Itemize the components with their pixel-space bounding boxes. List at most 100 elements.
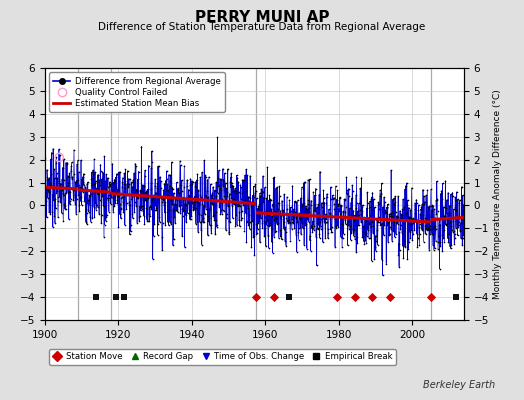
Point xyxy=(386,224,394,230)
Point xyxy=(227,195,236,201)
Point xyxy=(107,190,115,196)
Point xyxy=(146,186,155,192)
Point xyxy=(83,221,91,227)
Point xyxy=(402,217,410,223)
Point xyxy=(250,252,259,258)
Point xyxy=(445,209,454,216)
Point xyxy=(438,195,446,202)
Point xyxy=(311,200,320,207)
Point xyxy=(70,147,78,153)
Point xyxy=(190,194,199,200)
Point xyxy=(199,219,207,226)
Point xyxy=(136,188,144,194)
Point xyxy=(361,230,369,237)
Point xyxy=(84,209,93,215)
Point xyxy=(157,178,165,184)
Point xyxy=(64,173,72,179)
Point xyxy=(278,212,287,219)
Point xyxy=(111,193,119,199)
Point xyxy=(63,160,71,167)
Point xyxy=(322,216,330,222)
Point xyxy=(146,203,155,210)
Point xyxy=(201,172,210,178)
Point xyxy=(95,196,104,203)
Point xyxy=(250,201,259,208)
Point xyxy=(113,171,121,178)
Point xyxy=(455,197,464,204)
Point xyxy=(200,157,209,164)
Point xyxy=(264,233,272,239)
Point xyxy=(347,230,355,237)
Point xyxy=(41,183,49,190)
Point xyxy=(117,206,125,213)
Point xyxy=(259,199,268,206)
Point xyxy=(230,196,238,202)
Point xyxy=(429,242,437,248)
Point xyxy=(164,192,172,198)
Point xyxy=(133,195,141,202)
Point xyxy=(362,230,370,236)
Point xyxy=(177,188,185,194)
Point xyxy=(369,230,377,236)
Point xyxy=(85,196,93,203)
Point xyxy=(267,239,276,245)
Point xyxy=(191,179,200,185)
Point xyxy=(53,188,61,194)
Point xyxy=(227,184,235,191)
Point xyxy=(209,184,217,190)
Point xyxy=(294,236,303,243)
Point xyxy=(98,193,106,199)
Point xyxy=(323,226,332,232)
Point xyxy=(238,176,247,183)
Point xyxy=(163,219,172,225)
Point xyxy=(228,215,237,222)
Point xyxy=(149,233,158,239)
Point xyxy=(449,193,457,200)
Point xyxy=(419,238,428,245)
Point xyxy=(66,198,74,205)
Point xyxy=(275,200,283,206)
Point xyxy=(64,188,73,195)
Point xyxy=(437,214,445,220)
Point xyxy=(148,197,157,203)
Point xyxy=(242,210,250,216)
Point xyxy=(428,230,436,237)
Point xyxy=(186,176,194,182)
Point xyxy=(60,200,69,207)
Point xyxy=(425,246,433,253)
Point xyxy=(318,200,326,206)
Point xyxy=(139,208,147,215)
Point xyxy=(97,186,105,193)
Point xyxy=(260,214,269,220)
Point xyxy=(288,226,296,232)
Point xyxy=(226,219,234,225)
Point xyxy=(311,205,319,211)
Point xyxy=(327,229,335,236)
Point xyxy=(408,236,417,243)
Point xyxy=(383,204,391,210)
Point xyxy=(427,294,435,300)
Point xyxy=(400,238,408,244)
Point xyxy=(300,180,308,186)
Point xyxy=(377,180,386,186)
Point xyxy=(123,180,131,187)
Point xyxy=(446,245,455,252)
Point xyxy=(216,196,224,203)
Point xyxy=(61,205,70,212)
Point xyxy=(178,206,187,212)
Point xyxy=(351,212,359,218)
Point xyxy=(355,212,364,219)
Point xyxy=(279,210,288,216)
Point xyxy=(95,177,104,183)
Point xyxy=(67,168,75,174)
Point xyxy=(455,214,463,220)
Point xyxy=(370,256,378,263)
Point xyxy=(451,235,459,241)
Point xyxy=(214,182,223,188)
Point xyxy=(261,243,270,249)
Point xyxy=(73,183,82,190)
Point xyxy=(364,226,372,233)
Point xyxy=(283,218,292,224)
Point xyxy=(444,235,452,242)
Point xyxy=(141,167,149,174)
